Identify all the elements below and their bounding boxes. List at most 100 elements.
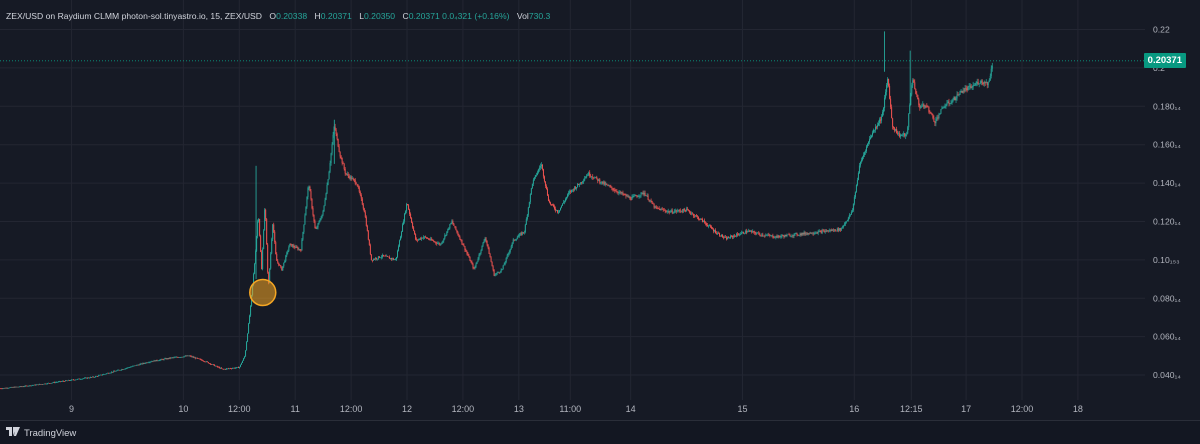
candle-body	[867, 141, 869, 144]
candle-body	[13, 387, 15, 388]
candle-body	[432, 240, 434, 241]
candle-body	[38, 384, 40, 385]
symbol-title[interactable]: ZEX/USD on Raydium CLMM photon-sol.tinya…	[6, 11, 262, 21]
candle-body	[36, 384, 38, 386]
candle-body	[595, 176, 597, 178]
candle-body	[857, 172, 859, 181]
candle-body	[854, 192, 856, 198]
candle-body	[510, 246, 512, 249]
candle-body	[170, 357, 172, 359]
candle-body	[129, 367, 131, 368]
price-chart[interactable]: 0.220.20.180₁₄0.160₁₄0.140₁₄0.120₁₄0.10₁…	[0, 0, 1200, 420]
open-value: 0.20338	[276, 11, 308, 21]
candle-body	[373, 259, 375, 260]
candle-body	[939, 113, 941, 115]
candle-body	[952, 99, 954, 102]
candle-body	[367, 231, 369, 240]
candle-body	[396, 256, 398, 260]
candle-body	[406, 204, 408, 212]
candle-body	[778, 235, 780, 237]
candle-body	[277, 260, 279, 263]
candle-body	[71, 379, 73, 381]
candle-body	[905, 134, 907, 137]
candle-body	[375, 258, 377, 260]
candle-body	[893, 126, 895, 129]
candle-body	[4, 387, 6, 389]
candle-body	[360, 194, 362, 199]
candle-body	[980, 80, 982, 83]
candle-body	[502, 265, 504, 270]
candle-body	[194, 357, 196, 359]
candle-body	[648, 199, 650, 201]
candle-body	[899, 133, 901, 137]
candle-body	[345, 173, 347, 175]
candle-body	[925, 105, 927, 107]
candle-body	[933, 117, 935, 122]
candle-body	[976, 82, 978, 84]
candle-body	[117, 369, 119, 371]
candle-body	[758, 232, 760, 234]
candle-body	[94, 377, 96, 378]
candle-body	[621, 192, 623, 194]
candle-body	[92, 376, 94, 378]
candle-body	[61, 381, 63, 382]
candle-body	[280, 265, 282, 267]
candle-body	[646, 195, 648, 197]
candle-body	[780, 236, 782, 238]
candle-body	[822, 230, 824, 232]
candle-body	[585, 177, 587, 179]
candle-body	[588, 172, 590, 176]
candle-body	[81, 379, 83, 380]
candle-body	[519, 233, 521, 235]
tradingview-logo[interactable]: TradingView	[6, 427, 76, 439]
candle-body	[971, 87, 973, 89]
candle-body	[666, 211, 668, 212]
candle-body	[369, 245, 371, 255]
candle-body	[866, 143, 868, 147]
chart-area[interactable]: 0.220.20.180₁₄0.160₁₄0.140₁₄0.120₁₄0.10₁…	[0, 0, 1200, 420]
candle-body	[794, 233, 796, 235]
candle-body	[17, 386, 19, 388]
candle-body	[922, 104, 924, 107]
candle-body	[216, 366, 218, 367]
candle-body	[257, 221, 259, 237]
candle-body	[615, 190, 617, 192]
candle-body	[131, 366, 133, 368]
candle-body	[399, 240, 401, 247]
candle-body	[802, 233, 804, 235]
candle-body	[734, 235, 736, 237]
candle-body	[696, 216, 698, 217]
candle-body	[611, 186, 613, 189]
candle-body	[291, 244, 293, 247]
candle-body	[220, 367, 222, 369]
candle-body	[930, 111, 932, 114]
candle-body	[143, 363, 145, 364]
candle-body	[58, 381, 60, 382]
x-tick-label: 12:00	[452, 404, 475, 414]
candle-body	[431, 238, 433, 241]
candle-body	[644, 192, 646, 196]
candle-body	[751, 230, 753, 233]
candle-body	[137, 364, 139, 366]
candle-body	[334, 126, 336, 130]
candle-body	[18, 386, 20, 388]
candle-body	[677, 210, 679, 211]
candle-body	[402, 224, 404, 232]
candle-body	[214, 365, 216, 367]
candle-body	[0, 388, 1, 390]
candle-body	[70, 379, 72, 381]
candle-body	[338, 146, 340, 152]
candle-body	[723, 237, 725, 238]
candle-body	[838, 228, 840, 231]
candle-body	[372, 259, 374, 261]
candle-body	[496, 272, 498, 274]
candle-body	[548, 200, 550, 203]
candle-body	[594, 177, 596, 179]
candle-body	[440, 243, 442, 245]
candle-body	[639, 195, 641, 197]
candle-body	[504, 261, 506, 265]
candle-body	[536, 172, 538, 175]
candle-body	[215, 365, 217, 367]
candle-body	[441, 243, 443, 244]
candle-body	[234, 367, 236, 369]
